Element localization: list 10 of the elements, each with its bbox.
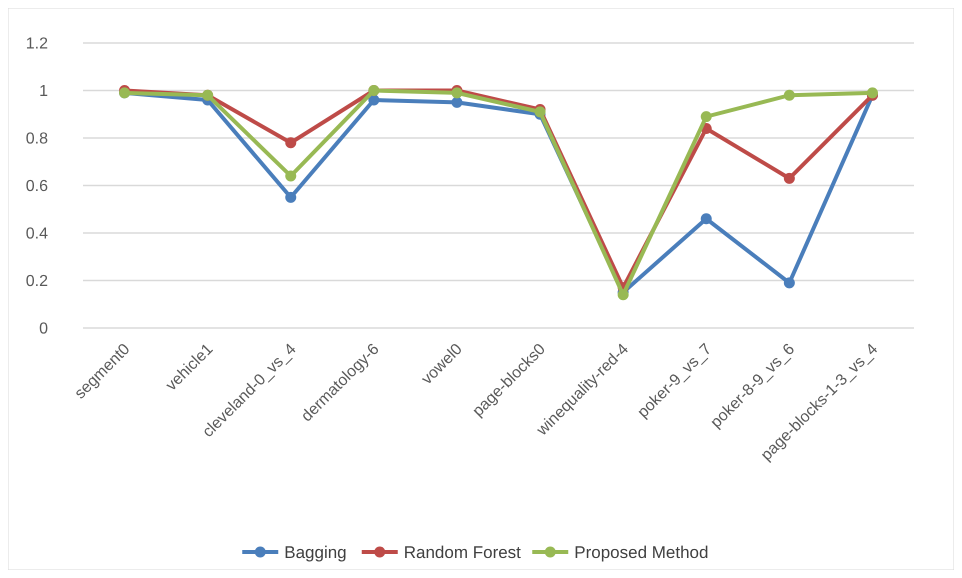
legend-label: Proposed Method xyxy=(574,542,708,562)
y-tick-label: 1 xyxy=(39,83,48,100)
y-tick-label: 1.2 xyxy=(26,36,48,53)
legend-label: Random Forest xyxy=(404,542,522,562)
y-tick-label: 0.6 xyxy=(26,178,48,196)
legend-label: Bagging xyxy=(284,542,347,562)
y-tick-label: 0 xyxy=(39,320,48,338)
y-tick-label: 0.4 xyxy=(26,226,48,243)
y-tick-label: 0.2 xyxy=(26,273,48,290)
y-tick-label: 0.8 xyxy=(26,130,48,148)
